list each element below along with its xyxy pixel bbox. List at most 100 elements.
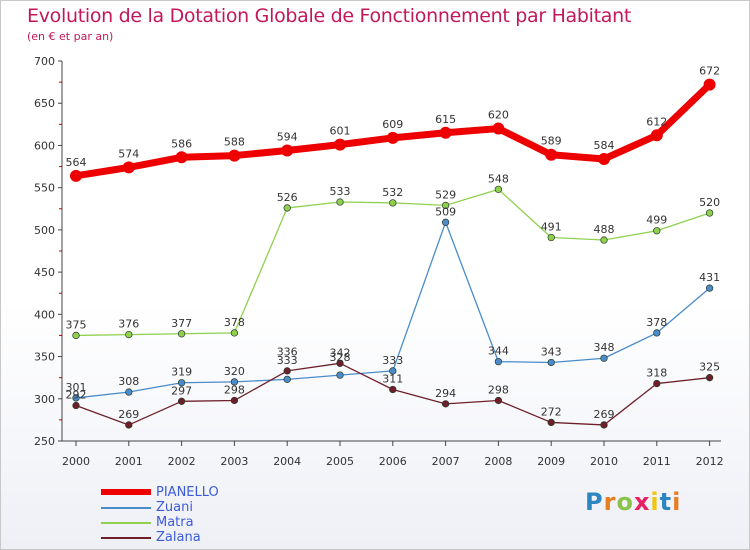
data-point-pianello	[228, 149, 241, 162]
data-label-zalana: 318	[646, 367, 667, 380]
data-point-zalana	[230, 396, 239, 405]
y-tick-label: 500	[34, 224, 55, 237]
data-point-zalana	[336, 359, 344, 367]
data-label-zalana: 269	[594, 408, 615, 421]
data-label-matra: 376	[118, 318, 139, 331]
data-point-zuani	[336, 371, 344, 379]
y-tick-label: 450	[34, 266, 55, 279]
legend-item-pianello[interactable]: PIANELLO	[101, 485, 301, 500]
data-label-zalana: 298	[488, 383, 509, 396]
data-label-matra: 491	[541, 220, 562, 233]
x-tick-label: 2011	[643, 455, 671, 468]
proxiti-logo: Proxiti	[585, 488, 681, 516]
data-point-zuani	[441, 218, 450, 226]
logo-letter: i	[672, 488, 682, 516]
data-point-pianello	[650, 129, 663, 142]
data-point-pianello	[175, 151, 188, 164]
x-tick-label: 2003	[220, 455, 248, 468]
legend-swatch-pianello	[101, 489, 151, 495]
x-tick-label: 2002	[168, 455, 196, 468]
logo-letter: x	[633, 488, 651, 516]
data-point-pianello	[492, 122, 505, 135]
data-label-zuani: 348	[594, 341, 615, 354]
data-point-matra	[230, 329, 239, 337]
data-label-zalana: 298	[224, 383, 245, 396]
data-point-matra	[389, 199, 397, 207]
data-point-matra	[600, 236, 608, 244]
x-tick-label: 2012	[696, 455, 724, 468]
data-label-matra: 532	[382, 186, 403, 199]
data-label-zuani: 431	[699, 271, 720, 284]
data-label-extra: 336	[277, 346, 298, 359]
data-label-pianello: 615	[435, 113, 456, 126]
data-label-zuani: 344	[488, 345, 509, 358]
data-point-matra	[547, 233, 555, 242]
legend-item-matra[interactable]: Matra	[101, 515, 301, 530]
data-label-pianello: 601	[330, 125, 351, 138]
data-point-pianello	[70, 169, 82, 182]
data-label-matra: 488	[594, 223, 615, 236]
data-label-pianello: 584	[594, 139, 615, 152]
data-label-zalana: 311	[382, 372, 403, 385]
series-layer	[70, 78, 716, 429]
x-tick-label: 2001	[115, 455, 143, 468]
data-point-zuani	[547, 358, 555, 367]
data-point-zuani	[230, 378, 239, 386]
data-label-pianello: 574	[118, 147, 139, 160]
legend-item-zalana[interactable]: Zalana	[101, 530, 301, 545]
data-label-zalana: 325	[699, 361, 720, 374]
data-point-matra	[177, 330, 186, 338]
data-label-matra: 377	[171, 317, 192, 330]
legend-swatch-zuani	[101, 507, 151, 509]
data-point-zalana	[494, 396, 503, 405]
y-tick-label: 600	[34, 139, 55, 152]
logo-letter: i	[650, 488, 660, 516]
legend-swatch-zalana	[101, 537, 151, 539]
data-point-zalana	[283, 367, 291, 375]
series-line-matra	[75, 188, 711, 337]
data-point-matra	[283, 204, 291, 212]
axis-layer: 250 300 350 400 450 500 550 600 650 700 2000 2001 20…	[34, 55, 724, 468]
logo-letter: P	[585, 488, 604, 516]
chart-subtitle: (en € et par an)	[27, 30, 114, 43]
x-tick-label: 2000	[62, 455, 90, 468]
data-point-pianello	[545, 148, 558, 161]
y-tick-label: 350	[34, 351, 55, 364]
legend: PIANELLO Zuani Matra Zalana	[101, 485, 301, 545]
data-label-zuani: 343	[541, 345, 562, 358]
data-point-matra	[494, 185, 503, 194]
data-point-zuani	[177, 379, 186, 387]
data-point-matra	[72, 331, 80, 340]
data-label-matra: 520	[699, 196, 720, 209]
data-label-zalana: 272	[541, 405, 562, 418]
data-point-zuani	[653, 329, 661, 337]
data-point-zalana	[72, 401, 80, 410]
data-label-pianello: 594	[277, 131, 298, 144]
data-point-pianello	[122, 161, 135, 174]
data-label-matra: 526	[277, 191, 298, 204]
x-tick-label: 2006	[379, 455, 407, 468]
data-label-zuani: 378	[646, 316, 667, 329]
data-point-zuani	[283, 375, 291, 384]
data-label-zalana: 292	[66, 389, 87, 402]
x-tick-label: 2005	[326, 455, 354, 468]
data-point-zuani	[389, 367, 397, 375]
data-label-zuani: 301	[66, 381, 87, 394]
x-tick-label: 2009	[537, 455, 565, 468]
data-label-pianello: 586	[171, 137, 192, 150]
logo-letter: r	[603, 488, 617, 516]
data-label-pianello: 564	[66, 156, 87, 169]
data-point-pianello	[598, 152, 610, 165]
label-layer: 564 574 586 588 594 601 609 615 620 589 584 612 672 3…	[66, 65, 721, 421]
data-point-pianello	[281, 144, 294, 157]
data-label-matra: 533	[330, 185, 351, 198]
legend-item-zuani[interactable]: Zuani	[101, 500, 301, 515]
data-label-zuani: 333	[382, 354, 403, 367]
data-point-zalana	[653, 379, 661, 388]
data-point-pianello	[703, 78, 716, 91]
data-label-zalana: 269	[118, 408, 139, 421]
data-point-matra	[125, 330, 133, 339]
data-point-pianello	[386, 131, 399, 144]
